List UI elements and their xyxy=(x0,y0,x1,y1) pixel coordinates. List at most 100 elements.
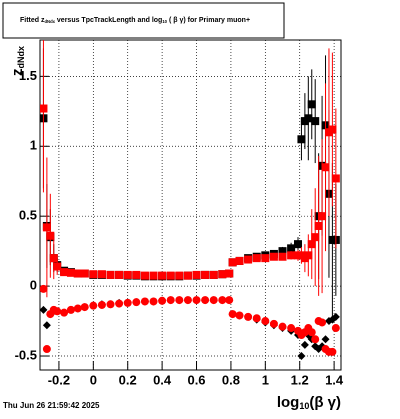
x-tick-label: 0.6 xyxy=(187,372,205,387)
x-tick-label: 0.4 xyxy=(153,372,172,387)
marker xyxy=(318,212,327,221)
marker xyxy=(149,271,158,280)
marker xyxy=(287,324,296,333)
marker xyxy=(244,255,253,264)
x-tick-label: 0.2 xyxy=(119,372,137,387)
marker xyxy=(40,305,48,314)
marker xyxy=(115,270,124,279)
marker xyxy=(140,271,149,280)
marker xyxy=(42,345,51,354)
marker xyxy=(304,251,313,260)
marker xyxy=(209,296,218,305)
marker xyxy=(287,244,296,253)
marker xyxy=(40,104,48,113)
marker xyxy=(235,311,244,320)
marker xyxy=(225,296,234,305)
x-tick-label: 1.4 xyxy=(325,372,344,387)
marker xyxy=(228,310,237,319)
marker xyxy=(166,271,175,280)
marker xyxy=(307,240,316,249)
marker xyxy=(80,303,89,312)
marker xyxy=(201,296,210,305)
marker xyxy=(40,284,48,293)
marker xyxy=(261,254,270,263)
y-tick-label: 0 xyxy=(30,278,37,293)
marker xyxy=(53,262,62,271)
marker xyxy=(201,270,210,279)
marker xyxy=(244,312,253,321)
marker xyxy=(73,269,82,278)
x-tick-label: 1 xyxy=(262,372,269,387)
marker xyxy=(328,347,337,356)
marker xyxy=(218,270,227,279)
marker xyxy=(278,322,287,331)
marker xyxy=(106,270,115,279)
marker xyxy=(80,269,89,278)
marker xyxy=(228,258,237,267)
marker xyxy=(97,300,106,309)
marker xyxy=(278,252,287,261)
y-tick-label: 0.5 xyxy=(19,208,37,223)
marker xyxy=(318,318,327,327)
text-part: 10 xyxy=(162,19,167,24)
marker xyxy=(311,117,320,126)
marker xyxy=(115,299,124,308)
marker xyxy=(269,319,278,328)
text-part: dNdx xyxy=(45,19,56,24)
text-part: versus TpcTrackLength and log xyxy=(55,17,162,24)
marker xyxy=(192,296,201,305)
marker xyxy=(166,296,175,305)
title-box xyxy=(2,2,285,39)
marker xyxy=(89,270,98,279)
marker xyxy=(158,296,167,305)
marker xyxy=(209,270,218,279)
text-part: Fitted z xyxy=(20,17,45,24)
marker xyxy=(307,100,316,109)
marker xyxy=(331,174,340,183)
marker xyxy=(60,268,69,277)
y-axis-label: zdNdx xyxy=(9,46,26,76)
text-part: dNdx xyxy=(16,46,26,69)
marker xyxy=(297,352,306,361)
marker xyxy=(53,307,62,316)
chart-title: Fitted zdNdx versus TpcTrackLength and l… xyxy=(20,17,250,24)
marker xyxy=(321,163,330,172)
frame xyxy=(39,39,342,371)
y-tick-label: 1 xyxy=(30,138,37,153)
marker xyxy=(297,135,306,144)
marker xyxy=(294,240,302,249)
marker xyxy=(66,268,75,277)
marker xyxy=(132,270,141,279)
marker xyxy=(304,114,313,123)
marker xyxy=(307,328,316,337)
plot-area xyxy=(40,40,340,361)
marker xyxy=(328,125,337,134)
marker xyxy=(261,317,270,326)
marker xyxy=(314,221,323,230)
x-tick-label: 0.8 xyxy=(222,372,240,387)
marker xyxy=(278,247,287,256)
marker xyxy=(46,231,55,240)
marker xyxy=(149,297,158,306)
marker xyxy=(192,270,201,279)
text-part: ( β γ) for Primary muon+ xyxy=(167,17,250,24)
marker xyxy=(269,252,278,261)
marker xyxy=(73,304,82,313)
x-tick-label: -0.2 xyxy=(48,372,70,387)
text-part: 10 xyxy=(299,401,309,411)
marker xyxy=(183,296,192,305)
x-axis-label: log10(β γ) xyxy=(277,394,341,411)
marker xyxy=(132,298,141,307)
marker xyxy=(123,270,132,279)
marker xyxy=(42,223,51,232)
marker xyxy=(311,233,320,242)
marker xyxy=(60,308,69,317)
marker xyxy=(97,270,106,279)
marker xyxy=(218,296,227,305)
text-part: z xyxy=(9,69,26,77)
marker xyxy=(331,312,340,321)
marker xyxy=(106,300,115,309)
marker xyxy=(321,335,330,344)
marker xyxy=(89,301,98,310)
